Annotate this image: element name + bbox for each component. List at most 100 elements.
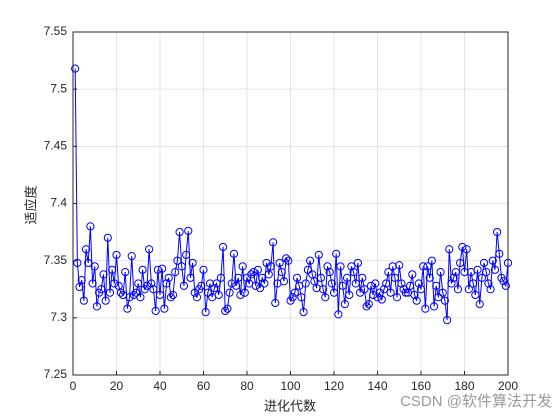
point-marker xyxy=(86,222,95,231)
point-marker xyxy=(490,265,500,274)
x-tick-label: 140 xyxy=(367,379,387,393)
point-marker xyxy=(288,293,297,302)
x-tick-label: 200 xyxy=(498,379,518,393)
point-marker xyxy=(299,308,308,317)
point-marker xyxy=(414,279,423,288)
point-marker xyxy=(284,256,293,265)
point-marker xyxy=(469,279,478,288)
point-marker xyxy=(258,273,267,282)
point-marker xyxy=(447,279,456,288)
point-marker xyxy=(147,279,156,288)
point-marker xyxy=(188,258,197,268)
y-tick-label: 7.5 xyxy=(50,81,67,95)
point-marker xyxy=(390,273,399,282)
x-tick-label: 120 xyxy=(324,379,344,393)
point-marker xyxy=(168,290,178,300)
point-marker xyxy=(429,302,439,311)
point-marker xyxy=(277,268,286,277)
point-marker xyxy=(182,250,191,260)
point-marker xyxy=(297,293,306,302)
point-marker xyxy=(203,288,212,297)
point-marker xyxy=(449,273,458,282)
y-tick-label: 7.25 xyxy=(44,367,68,381)
point-marker xyxy=(314,250,323,260)
y-tick-label: 7.4 xyxy=(50,196,67,210)
point-marker xyxy=(214,290,223,300)
point-marker xyxy=(199,265,208,274)
point-marker xyxy=(397,279,406,288)
point-marker xyxy=(151,306,160,316)
point-marker xyxy=(223,304,232,313)
point-marker xyxy=(436,268,445,277)
point-marker xyxy=(329,288,339,297)
point-marker xyxy=(388,262,397,271)
point-marker xyxy=(236,290,245,300)
point-marker xyxy=(279,277,289,286)
point-marker xyxy=(499,277,508,286)
point-marker xyxy=(412,296,421,305)
point-marker xyxy=(166,293,175,302)
point-marker xyxy=(290,288,299,297)
point-marker xyxy=(158,264,167,273)
point-marker xyxy=(482,268,491,277)
x-tick-label: 100 xyxy=(280,379,300,393)
point-marker xyxy=(321,293,330,302)
point-marker xyxy=(282,254,291,263)
point-marker xyxy=(292,273,302,282)
point-marker xyxy=(162,279,171,288)
y-tick-label: 7.55 xyxy=(44,24,68,38)
point-marker xyxy=(138,265,147,274)
point-marker xyxy=(379,285,389,294)
point-marker xyxy=(186,273,195,282)
point-marker xyxy=(364,300,373,309)
point-marker xyxy=(327,279,336,288)
point-marker xyxy=(479,258,489,268)
point-marker xyxy=(488,256,497,265)
point-marker xyxy=(229,249,239,258)
point-marker xyxy=(77,276,86,285)
point-marker xyxy=(79,296,88,305)
point-marker xyxy=(221,306,230,316)
point-marker xyxy=(253,265,262,274)
point-marker xyxy=(184,226,193,236)
point-marker xyxy=(347,262,356,271)
point-marker xyxy=(155,290,165,300)
x-tick-label: 40 xyxy=(153,379,167,393)
point-marker xyxy=(312,284,321,293)
point-marker xyxy=(434,293,443,302)
point-marker xyxy=(395,261,404,270)
point-marker xyxy=(149,285,158,294)
point-marker xyxy=(103,233,112,242)
point-marker xyxy=(349,268,358,277)
y-tick-label: 7.35 xyxy=(44,253,68,267)
point-marker xyxy=(336,262,345,271)
point-marker xyxy=(421,304,430,313)
point-marker xyxy=(427,256,436,265)
point-marker xyxy=(362,302,371,311)
point-marker xyxy=(495,249,504,258)
point-marker xyxy=(266,262,276,271)
point-marker xyxy=(105,288,115,297)
point-marker xyxy=(227,279,236,288)
point-marker xyxy=(440,296,450,305)
point-marker xyxy=(342,273,352,282)
watermark: CSDN @软件算法开发 xyxy=(400,392,552,410)
point-marker xyxy=(423,262,432,271)
point-marker xyxy=(477,273,486,282)
point-marker xyxy=(210,284,219,293)
point-marker xyxy=(212,279,221,288)
point-marker xyxy=(353,258,363,268)
point-marker xyxy=(177,262,186,271)
point-marker xyxy=(493,227,502,237)
point-marker xyxy=(116,288,125,297)
point-marker xyxy=(90,262,99,271)
point-marker xyxy=(251,281,260,290)
point-marker xyxy=(192,293,202,302)
point-marker xyxy=(438,288,447,297)
x-axis-label: 进化代数 xyxy=(264,398,316,413)
point-marker xyxy=(303,265,312,274)
point-marker xyxy=(316,273,326,282)
point-marker xyxy=(460,268,469,277)
point-marker xyxy=(71,64,80,73)
point-marker xyxy=(484,279,493,288)
